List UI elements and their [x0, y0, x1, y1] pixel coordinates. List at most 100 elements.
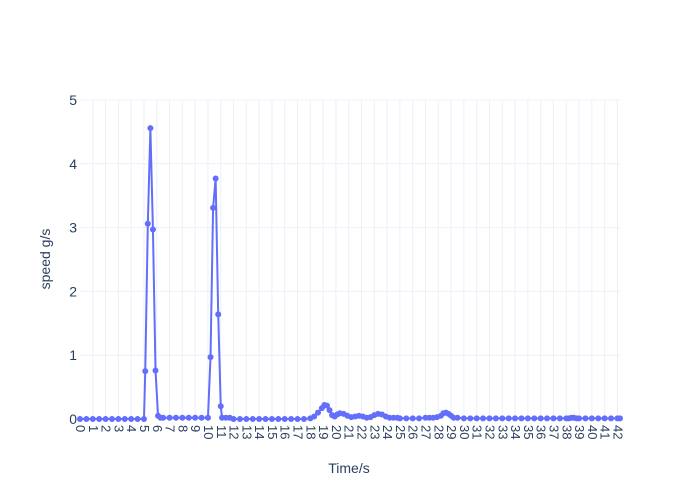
data-point	[236, 416, 243, 422]
x-tick-label: 35	[521, 425, 536, 439]
x-tick: 15	[265, 425, 280, 439]
data-point	[275, 416, 282, 422]
data-point	[531, 415, 538, 422]
x-tick: 8	[175, 425, 190, 432]
x-tick: 0	[73, 425, 88, 432]
data-point	[134, 416, 141, 422]
x-tick-label: 40	[585, 425, 600, 439]
x-tick-label: 32	[482, 425, 497, 439]
x-tick-label: 22	[355, 425, 370, 439]
x-tick: 33	[495, 425, 510, 439]
data-point	[102, 416, 109, 422]
x-tick: 4	[124, 425, 139, 432]
data-point	[460, 415, 467, 422]
x-tick: 12	[227, 425, 242, 439]
x-tick: 40	[585, 425, 600, 439]
data-point	[268, 416, 275, 422]
x-tick-label: 5	[137, 425, 152, 432]
data-point	[492, 415, 499, 422]
x-tick: 31	[470, 425, 485, 439]
x-tick: 27	[418, 425, 433, 439]
x-tick-label: 26	[406, 425, 421, 439]
data-point	[160, 414, 167, 421]
data-point	[601, 415, 608, 422]
data-point	[198, 414, 205, 421]
x-tick-label: 25	[393, 425, 408, 439]
data-point	[326, 407, 333, 414]
x-tick: 29	[444, 425, 459, 439]
data-point	[262, 416, 269, 422]
x-tick: 7	[163, 425, 178, 432]
data-point	[409, 415, 416, 422]
y-tick-label: 2	[69, 283, 77, 299]
data-point	[403, 415, 410, 422]
data-point	[595, 415, 602, 422]
data-point	[556, 415, 563, 422]
x-tick: 36	[534, 425, 549, 439]
data-point	[212, 175, 219, 182]
x-tick-label: 30	[457, 425, 472, 439]
x-tick-label: 24	[380, 425, 395, 439]
x-tick: 19	[316, 425, 331, 439]
data-point	[486, 415, 493, 422]
x-tick-label: 8	[175, 425, 190, 432]
data-point	[524, 415, 531, 422]
x-axis-ticks: 0123456789101112131415161718192021222324…	[73, 425, 625, 439]
data-point	[480, 415, 487, 422]
data-point	[77, 416, 83, 422]
data-point	[467, 415, 474, 422]
y-tick-label: 5	[69, 92, 77, 108]
x-tick: 23	[367, 425, 382, 439]
x-tick: 10	[201, 425, 216, 439]
x-tick: 39	[572, 425, 587, 439]
x-tick: 16	[278, 425, 293, 439]
data-point	[588, 415, 595, 422]
y-tick-label: 0	[69, 411, 77, 427]
x-tick-label: 20	[329, 425, 344, 439]
data-point	[230, 416, 237, 422]
data-point	[473, 415, 480, 422]
x-tick-label: 33	[495, 425, 510, 439]
data-point	[144, 220, 151, 227]
x-tick-label: 39	[572, 425, 587, 439]
data-point	[544, 415, 551, 422]
data-point	[576, 415, 583, 422]
data-point	[550, 415, 557, 422]
data-point	[505, 415, 512, 422]
x-tick-label: 28	[431, 425, 446, 439]
data-point	[582, 415, 589, 422]
x-tick-label: 34	[508, 425, 523, 439]
x-tick: 41	[598, 425, 613, 439]
data-point	[243, 416, 250, 422]
data-point	[207, 354, 214, 361]
x-tick: 13	[239, 425, 254, 439]
x-tick: 20	[329, 425, 344, 439]
series	[77, 125, 623, 422]
x-tick-label: 38	[559, 425, 574, 439]
y-tick-label: 3	[69, 220, 77, 236]
data-point	[518, 415, 525, 422]
data-point	[115, 416, 122, 422]
x-tick-label: 16	[278, 425, 293, 439]
x-tick-label: 1	[86, 425, 101, 432]
data-point	[108, 416, 115, 422]
x-tick-label: 21	[342, 425, 357, 439]
x-tick: 2	[99, 425, 114, 432]
x-tick: 35	[521, 425, 536, 439]
x-tick-label: 41	[598, 425, 613, 439]
x-tick-label: 9	[188, 425, 203, 432]
x-tick-label: 0	[73, 425, 88, 432]
data-point	[96, 416, 103, 422]
x-tick-label: 2	[99, 425, 114, 432]
x-tick: 21	[342, 425, 357, 439]
x-tick-label: 7	[163, 425, 178, 432]
x-tick: 26	[406, 425, 421, 439]
data-point	[179, 414, 186, 421]
data-point	[128, 416, 135, 422]
data-point	[454, 414, 461, 421]
x-tick: 32	[482, 425, 497, 439]
x-axis-title: Time/s	[328, 460, 369, 476]
data-point	[210, 204, 217, 211]
